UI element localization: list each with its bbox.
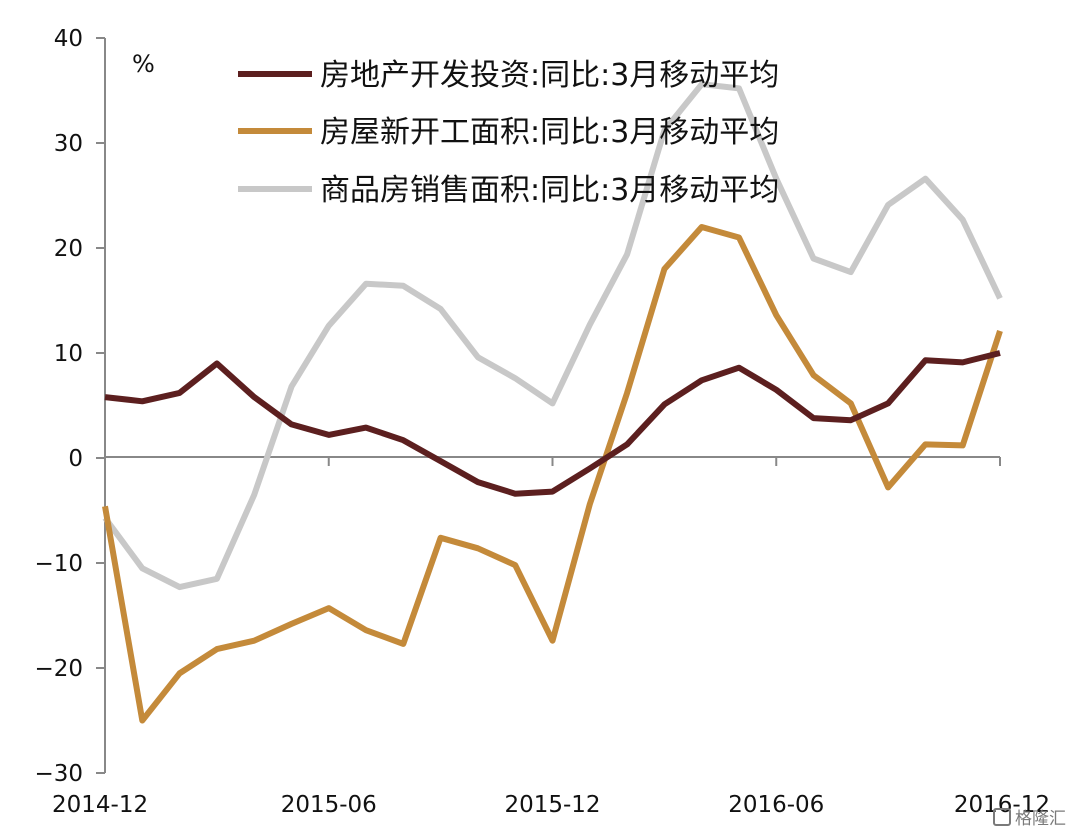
unit-label: % [132,50,155,78]
series-lines [102,81,1003,724]
x-tick-label: 2016-12 [954,792,1050,818]
series-line [102,224,1003,724]
y-tick-label: 30 [54,131,83,157]
watermark-logo-icon [993,808,1011,826]
series-line [104,350,1001,497]
watermark-text: 格隆汇 [1015,809,1066,829]
legend-label: 房屋新开工面积:同比:3月移动平均 [320,115,779,150]
series-line [102,81,1003,591]
y-tick-label: 20 [54,236,83,262]
y-tick-label: −20 [34,656,83,682]
y-tick-label: 10 [54,341,83,367]
y-tick-label: 40 [54,26,83,52]
y-tick-label: 0 [68,446,83,472]
plot-area: 40 30 20 10 0 −10 −20 −30 2014-12 2015-06 2015-12… [34,26,1050,818]
legend-label: 房地产开发投资:同比:3月移动平均 [320,58,779,93]
y-tick-label: −30 [34,761,83,787]
x-tick-label: 2015-06 [281,792,377,818]
x-axis-ticks: 2014-12 2015-06 2015-12 2016-06 2016-12 [52,457,1050,818]
y-tick-label: −10 [34,551,83,577]
watermark: 格隆汇 [993,808,1066,829]
y-axis-ticks: 40 30 20 10 0 −10 −20 −30 [34,26,105,787]
x-tick-label: 2016-06 [728,792,824,818]
legend-label: 商品房销售面积:同比:3月移动平均 [320,173,779,208]
x-tick-label: 2014-12 [52,792,148,818]
x-tick-label: 2015-12 [504,792,600,818]
legend: 房地产开发投资:同比:3月移动平均房屋新开工面积:同比:3月移动平均商品房销售面… [238,58,779,208]
